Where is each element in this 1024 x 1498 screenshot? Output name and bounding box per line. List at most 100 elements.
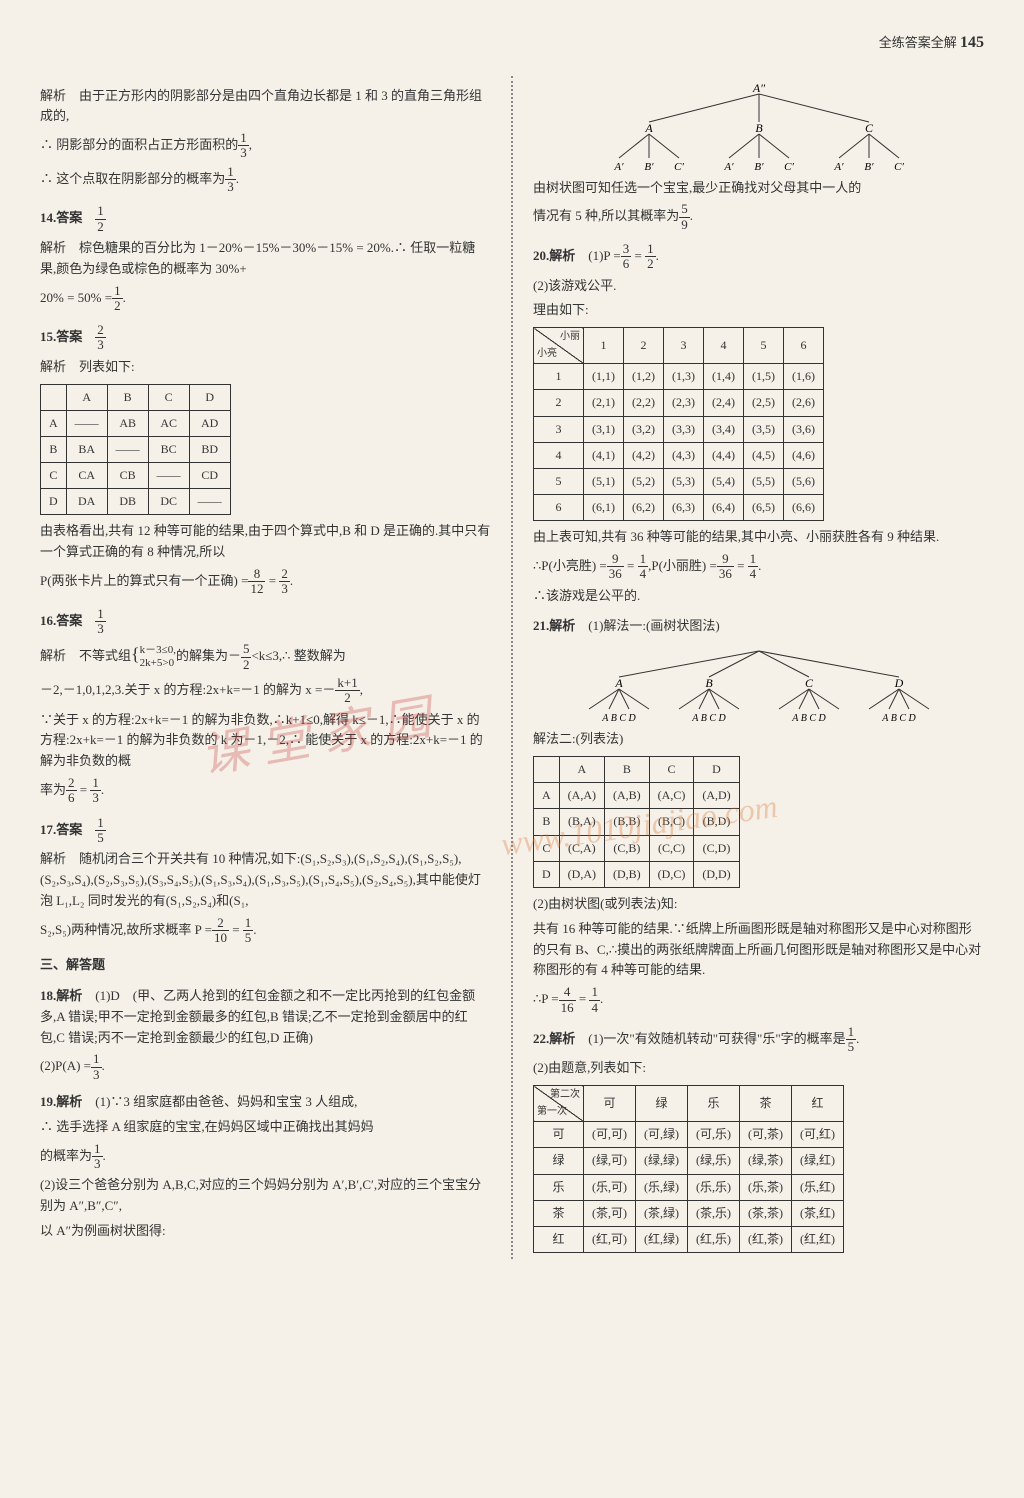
q16-p4: 率为26 = 13.	[40, 776, 491, 806]
q20-p3: 理由如下:	[533, 300, 984, 321]
q14-ans: 14.答案 12	[40, 204, 491, 234]
svg-text:C′: C′	[784, 161, 794, 172]
table-cell: 5	[534, 468, 584, 494]
table-cell: (1,1)	[584, 364, 624, 390]
q15: 15.答案 23 解析 列表如下: ABCDA——ABACADBBA——BCBD…	[40, 323, 491, 597]
table-cell: (5,5)	[744, 468, 784, 494]
table-cell: (乐,茶)	[740, 1174, 792, 1200]
table-cell: (红,绿)	[636, 1226, 688, 1252]
table-header: 4	[704, 328, 744, 364]
table-cell: C	[41, 463, 67, 489]
table-cell: (4,1)	[584, 442, 624, 468]
table-cell: CA	[66, 463, 107, 489]
table-cell: (4,3)	[664, 442, 704, 468]
q15-p3: P(两张卡片上的算式只有一个正确) =812 = 23.	[40, 567, 491, 597]
q15-ans: 15.答案 23	[40, 323, 491, 353]
table-header: 茶	[740, 1086, 792, 1122]
svg-text:B′: B′	[864, 161, 874, 172]
table-cell: (茶,乐)	[688, 1200, 740, 1226]
diagonal-header: 第二次第一次	[534, 1086, 584, 1122]
table-header: 乐	[688, 1086, 740, 1122]
table-cell: AC	[148, 410, 189, 436]
q19-p5: 以 A″为例画树状图得:	[40, 1221, 491, 1242]
table-cell: AD	[189, 410, 230, 436]
svg-text:B′: B′	[644, 161, 654, 172]
table-cell: (C,C)	[649, 835, 694, 861]
table-cell: (可,茶)	[740, 1122, 792, 1148]
q15-p1: 解析 列表如下:	[40, 357, 491, 378]
table-cell: (3,2)	[624, 416, 664, 442]
q21-p5: ∴P =416 = 14.	[533, 985, 984, 1015]
table-cell: (D,D)	[694, 861, 739, 887]
table-cell: 6	[534, 495, 584, 521]
svg-text:D: D	[893, 676, 903, 690]
q19-p4: (2)设三个爸爸分别为 A,B,C,对应的三个妈妈分别为 A′,B′,C′,对应…	[40, 1175, 491, 1217]
q21-table: ABCDA(A,A)(A,B)(A,C)(A,D)B(B,A)(B,B)(B,C…	[533, 756, 740, 888]
table-cell: (D,B)	[605, 861, 650, 887]
table-cell: (绿,绿)	[636, 1148, 688, 1174]
table-header: 绿	[636, 1086, 688, 1122]
svg-text:A: A	[644, 121, 653, 135]
svg-text:A: A	[614, 676, 623, 690]
table-header	[41, 384, 67, 410]
table-cell: (2,4)	[704, 390, 744, 416]
q20: 20.解析 (1)P =36 = 12. (2)该游戏公平. 理由如下: 小丽小…	[533, 242, 984, 607]
section-3-heading: 三、解答题	[40, 955, 491, 976]
table-cell: AB	[107, 410, 148, 436]
table-cell: A	[534, 783, 560, 809]
svg-text:C: C	[804, 676, 813, 690]
table-header: 6	[784, 328, 824, 364]
table-cell: 可	[534, 1122, 584, 1148]
table-header: 1	[584, 328, 624, 364]
q16-ans: 16.答案 13	[40, 607, 491, 637]
header-label: 全练答案全解	[879, 35, 957, 50]
q18: 18.解析 (1)D (甲、乙两人抢到的红包金额之和不一定比丙抢到的红包金额多,…	[40, 986, 491, 1082]
table-cell: (4,5)	[744, 442, 784, 468]
table-header: D	[189, 384, 230, 410]
table-cell: (B,C)	[649, 809, 694, 835]
table-cell: (红,乐)	[688, 1226, 740, 1252]
table-header: A	[559, 757, 604, 783]
q13-p2: ∴ 阴影部分的面积占正方形面积的13,	[40, 131, 491, 161]
table-cell: (6,3)	[664, 495, 704, 521]
table-header: 2	[624, 328, 664, 364]
q16-p3: ∵关于 x 的方程:2x+k=－1 的解为非负数,∴k+1≤0,解得 k≤－1,…	[40, 710, 491, 772]
table-cell: D	[41, 489, 67, 515]
table-header: 红	[792, 1086, 844, 1122]
q13-p3: ∴ 这个点取在阴影部分的概率为13.	[40, 165, 491, 195]
table-cell: 2	[534, 390, 584, 416]
table-cell: (茶,红)	[792, 1200, 844, 1226]
q21: 21.解析 (1)解法一:(画树状图法) A B C D A B C D	[533, 616, 984, 1014]
q22-table: 第二次第一次可绿乐茶红可(可,可)(可,绿)(可,乐)(可,茶)(可,红)绿(绿…	[533, 1085, 844, 1253]
table-cell: BD	[189, 436, 230, 462]
q16-p1: 解析 不等式组{k－3≤0,2k+5>0的解集为－52<k≤3,∴ 整数解为	[40, 640, 491, 672]
table-cell: A	[41, 410, 67, 436]
table-cell: (红,红)	[792, 1226, 844, 1252]
table-cell: (1,4)	[704, 364, 744, 390]
q19-p2: ∴ 选手选择 A 组家庭的宝宝,在妈妈区域中正确找出其妈妈	[40, 1117, 491, 1138]
table-cell: 茶	[534, 1200, 584, 1226]
table-cell: (茶,可)	[584, 1200, 636, 1226]
table-cell: (4,6)	[784, 442, 824, 468]
svg-text:A′: A′	[833, 161, 844, 172]
svg-text:A′: A′	[723, 161, 734, 172]
svg-text:C: C	[864, 121, 873, 135]
table-cell: (2,2)	[624, 390, 664, 416]
table-cell: (3,1)	[584, 416, 624, 442]
table-header: 3	[664, 328, 704, 364]
table-cell: ——	[107, 436, 148, 462]
table-cell: (绿,乐)	[688, 1148, 740, 1174]
q16-p2: －2,－1,0,1,2,3.关于 x 的方程:2x+k=－1 的解为 x =－k…	[40, 676, 491, 706]
content-columns: 解析 由于正方形内的阴影部分是由四个直角边长都是 1 和 3 的直角三角形组成的…	[40, 76, 984, 1260]
table-cell: DB	[107, 489, 148, 515]
table-cell: (2,5)	[744, 390, 784, 416]
table-cell: (5,3)	[664, 468, 704, 494]
table-cell: 绿	[534, 1148, 584, 1174]
table-cell: (6,4)	[704, 495, 744, 521]
page-header: 全练答案全解 145	[40, 30, 984, 56]
table-cell: (5,2)	[624, 468, 664, 494]
table-header: C	[148, 384, 189, 410]
table-cell: 3	[534, 416, 584, 442]
table-cell: (D,C)	[649, 861, 694, 887]
left-column: 解析 由于正方形内的阴影部分是由四个直角边长都是 1 和 3 的直角三角形组成的…	[40, 76, 491, 1260]
